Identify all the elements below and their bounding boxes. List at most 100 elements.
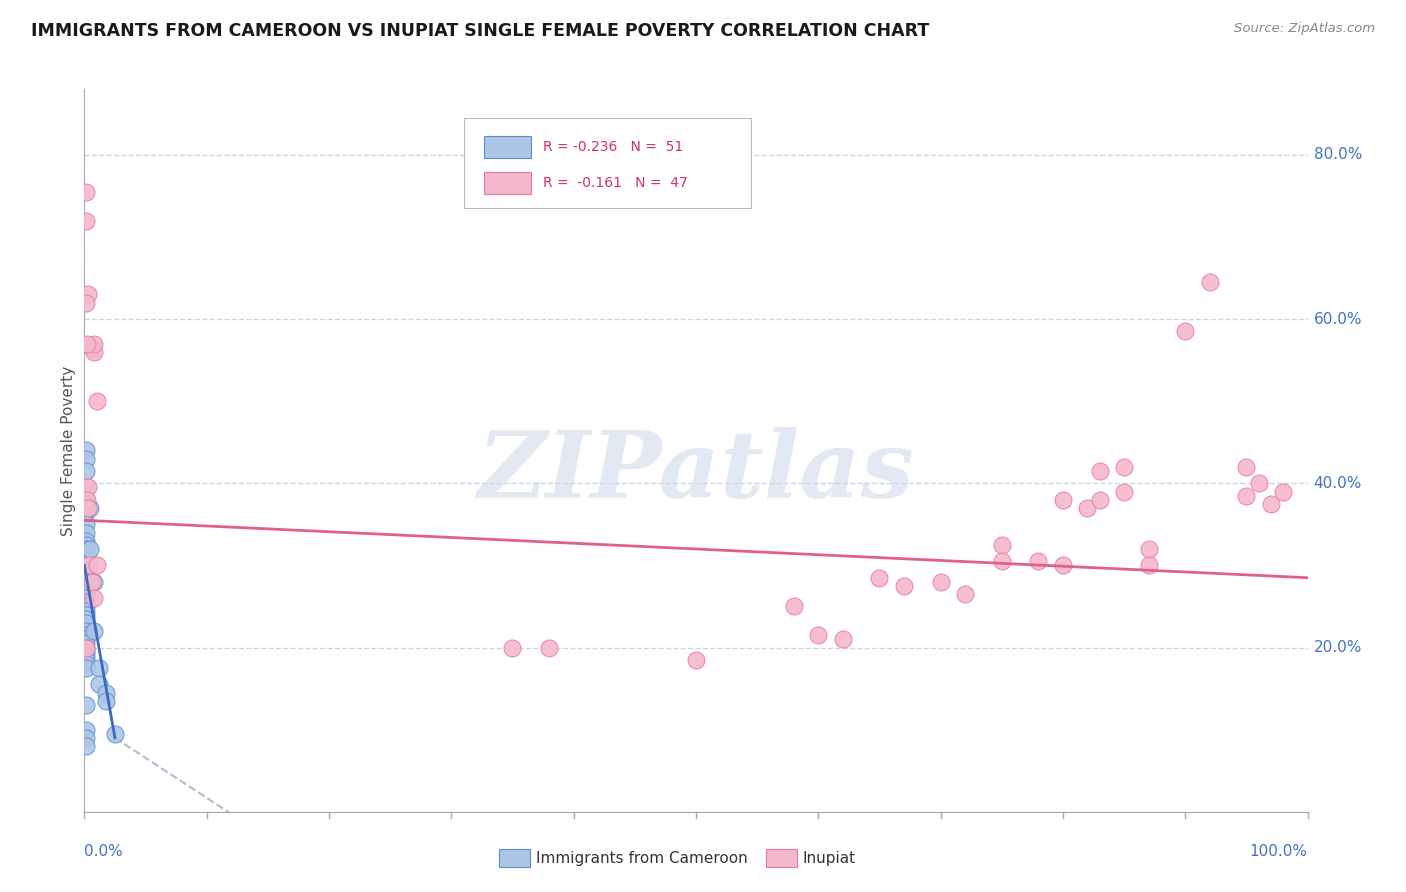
Point	[831, 632, 853, 647]
Point	[991, 554, 1014, 568]
Point	[75, 628, 97, 642]
Point	[75, 640, 97, 655]
Text: R =  -0.161   N =  47: R = -0.161 N = 47	[543, 176, 688, 190]
Point	[75, 615, 97, 630]
Text: 20.0%: 20.0%	[1313, 640, 1362, 655]
Point	[75, 571, 97, 585]
Point	[75, 661, 97, 675]
Point	[76, 336, 98, 351]
Point	[75, 653, 97, 667]
Point	[1028, 554, 1050, 568]
Point	[1114, 459, 1136, 474]
Point	[75, 295, 97, 310]
Point	[75, 525, 97, 540]
Point	[75, 603, 97, 617]
Point	[83, 336, 105, 351]
Point	[1052, 558, 1074, 573]
Point	[75, 587, 97, 601]
Point	[87, 661, 110, 675]
Text: Immigrants from Cameroon: Immigrants from Cameroon	[536, 851, 748, 865]
Point	[75, 558, 97, 573]
Point	[75, 533, 97, 548]
Point	[1076, 500, 1098, 515]
Point	[75, 648, 97, 663]
Point	[75, 505, 97, 519]
Point	[75, 723, 97, 737]
Point	[96, 694, 118, 708]
Point	[991, 538, 1014, 552]
Point	[75, 657, 97, 671]
Point	[75, 554, 97, 568]
Point	[75, 574, 97, 589]
Point	[1088, 492, 1111, 507]
Point	[75, 698, 97, 712]
Point	[75, 599, 97, 614]
Point	[75, 731, 97, 745]
Text: IMMIGRANTS FROM CAMEROON VS INUPIAT SINGLE FEMALE POVERTY CORRELATION CHART: IMMIGRANTS FROM CAMEROON VS INUPIAT SING…	[31, 22, 929, 40]
Point	[538, 640, 561, 655]
Point	[75, 566, 97, 581]
Point	[893, 579, 915, 593]
Point	[1137, 541, 1160, 556]
Point	[1272, 484, 1295, 499]
Point	[80, 574, 103, 589]
Point	[929, 574, 952, 589]
Point	[75, 443, 97, 458]
Point	[75, 550, 97, 565]
Bar	[484, 172, 531, 194]
Point	[1174, 325, 1197, 339]
Point	[75, 546, 97, 560]
Point	[77, 558, 100, 573]
Text: 60.0%: 60.0%	[1313, 311, 1362, 326]
FancyBboxPatch shape	[464, 118, 751, 209]
Point	[75, 541, 97, 556]
Point	[75, 579, 97, 593]
Point	[75, 562, 97, 576]
Point	[104, 727, 127, 741]
Point	[77, 287, 100, 301]
Point	[79, 500, 101, 515]
Point	[75, 645, 97, 659]
Point	[75, 632, 97, 647]
Point	[80, 341, 103, 355]
Point	[1247, 476, 1270, 491]
Point	[75, 591, 97, 606]
Point	[75, 582, 97, 597]
Y-axis label: Single Female Poverty: Single Female Poverty	[60, 366, 76, 535]
Point	[75, 213, 97, 227]
Point	[75, 538, 97, 552]
Point	[75, 517, 97, 532]
Bar	[484, 136, 531, 158]
Point	[75, 595, 97, 609]
Point	[76, 480, 98, 494]
Point	[807, 628, 830, 642]
Point	[77, 500, 100, 515]
Text: ZIPatlas: ZIPatlas	[478, 427, 914, 517]
Point	[75, 612, 97, 626]
Point	[1260, 497, 1282, 511]
Point	[75, 640, 97, 655]
Point	[75, 624, 97, 639]
Point	[86, 394, 108, 409]
Point	[75, 492, 97, 507]
Text: Source: ZipAtlas.com: Source: ZipAtlas.com	[1234, 22, 1375, 36]
Point	[96, 686, 118, 700]
Text: Inupiat: Inupiat	[803, 851, 856, 865]
Point	[1052, 492, 1074, 507]
Point	[83, 574, 105, 589]
Point	[79, 541, 101, 556]
Point	[87, 677, 110, 691]
Point	[77, 480, 100, 494]
Point	[869, 571, 891, 585]
Point	[83, 624, 105, 639]
Text: 100.0%: 100.0%	[1250, 844, 1308, 859]
Point	[783, 599, 806, 614]
Point	[1198, 275, 1220, 289]
Point	[1236, 489, 1258, 503]
Point	[75, 739, 97, 753]
Point	[86, 558, 108, 573]
Point	[1137, 558, 1160, 573]
Text: R = -0.236   N =  51: R = -0.236 N = 51	[543, 140, 683, 154]
Point	[75, 636, 97, 650]
Point	[1088, 464, 1111, 478]
